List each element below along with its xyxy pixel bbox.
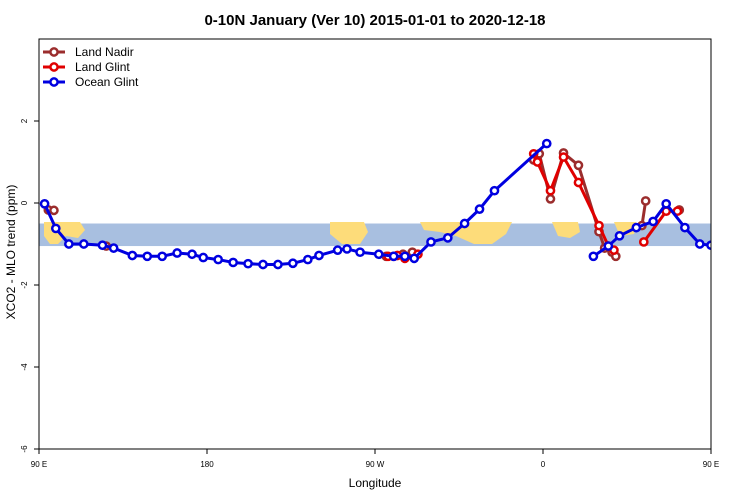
series-line-ocean-glint	[43, 142, 548, 266]
data-point-land-glint	[532, 157, 543, 167]
series-ocean-glint	[39, 138, 744, 270]
y-tick-label: -6	[20, 445, 29, 453]
x-axis-label: Longitude	[349, 476, 402, 490]
data-point-ocean-glint	[388, 251, 399, 262]
data-point-land-nadir	[545, 194, 556, 204]
data-point-ocean-glint	[213, 254, 224, 265]
data-point-ocean-glint	[588, 251, 599, 262]
ocean-band	[39, 223, 711, 247]
data-point-ocean-glint	[97, 240, 108, 251]
legend-label-ocean-glint: Ocean Glint	[75, 75, 139, 89]
data-point-land-glint	[573, 177, 584, 188]
data-point-land-glint	[558, 152, 569, 162]
data-point-ocean-glint	[258, 259, 268, 270]
y-axis: -6 -4 -2 0 2	[20, 118, 39, 453]
data-point-ocean-glint	[172, 248, 182, 258]
legend-label-land-glint: Land Glint	[75, 60, 130, 74]
y-tick-label: -4	[20, 363, 29, 371]
data-point-ocean-glint	[459, 218, 470, 229]
x-tick-label: 0	[541, 460, 546, 469]
data-point-land-nadir	[573, 160, 584, 171]
data-point-ocean-glint	[127, 250, 138, 261]
y-tick-label: 2	[20, 118, 29, 123]
data-point-ocean-glint	[489, 185, 500, 196]
series-line-ocean-glint	[592, 202, 711, 258]
data-point-land-nadir	[640, 196, 651, 206]
data-point-ocean-glint	[64, 239, 74, 249]
legend-marker-land-glint	[49, 62, 59, 72]
data-point-ocean-glint	[342, 244, 352, 254]
data-point-ocean-glint	[409, 253, 420, 264]
legend-label-land-nadir: Land Nadir	[75, 45, 134, 59]
data-point-ocean-glint	[661, 198, 672, 209]
land-africa	[420, 222, 512, 244]
data-point-ocean-glint	[302, 254, 313, 265]
data-point-ocean-glint	[737, 245, 744, 252]
series-layer	[39, 138, 744, 270]
data-point-land-nadir	[724, 242, 731, 249]
x-tick-label: 90 W	[366, 460, 385, 469]
data-point-ocean-glint	[722, 242, 729, 249]
data-point-ocean-glint	[694, 239, 705, 249]
data-point-ocean-glint	[648, 216, 658, 227]
data-point-ocean-glint	[426, 237, 436, 247]
data-point-ocean-glint	[142, 251, 153, 262]
x-axis: 90 E 180 90 W 0 90 E	[31, 449, 719, 469]
data-point-ocean-glint	[288, 258, 298, 269]
data-point-ocean-glint	[614, 230, 625, 241]
legend-marker-ocean-glint	[49, 77, 59, 87]
data-point-land-nadir	[49, 205, 59, 216]
legend-marker-land-nadir	[49, 47, 59, 57]
data-point-ocean-glint	[706, 240, 711, 251]
data-point-ocean-glint	[373, 249, 384, 260]
data-point-ocean-glint	[541, 138, 552, 149]
data-point-land-glint	[638, 237, 649, 247]
data-point-ocean-glint	[228, 257, 238, 268]
data-point-ocean-glint	[39, 198, 50, 209]
data-point-ocean-glint	[157, 251, 168, 262]
data-point-ocean-glint	[187, 249, 197, 260]
data-point-ocean-glint	[400, 251, 410, 262]
data-point-ocean-glint	[332, 245, 343, 255]
data-point-ocean-glint	[631, 222, 642, 233]
y-tick-label: -2	[20, 281, 29, 289]
data-point-ocean-glint	[355, 247, 365, 258]
data-point-land-glint	[545, 185, 556, 196]
y-tick-label: 0	[20, 200, 29, 205]
data-point-ocean-glint	[314, 250, 324, 261]
x-tick-label: 90 E	[703, 460, 719, 469]
data-point-ocean-glint	[50, 223, 61, 234]
data-point-ocean-glint	[680, 222, 690, 233]
land-south-america	[330, 222, 368, 244]
data-point-land-glint	[594, 220, 604, 231]
land-sumatra	[552, 222, 580, 238]
data-point-ocean-glint	[198, 252, 209, 263]
data-point-ocean-glint	[108, 243, 119, 253]
data-point-ocean-glint	[243, 258, 253, 269]
data-point-ocean-glint	[273, 259, 283, 270]
data-point-ocean-glint	[474, 204, 485, 214]
x-tick-label: 90 E	[31, 460, 47, 469]
x-tick-label: 180	[200, 460, 214, 469]
data-point-ocean-glint	[78, 239, 89, 249]
data-point-ocean-glint	[442, 233, 453, 243]
y-axis-label: XCO2 - MLO trend (ppm)	[4, 185, 18, 320]
data-point-ocean-glint	[603, 241, 614, 251]
chart-title: 0-10N January (Ver 10) 2015-01-01 to 202…	[204, 12, 545, 29]
